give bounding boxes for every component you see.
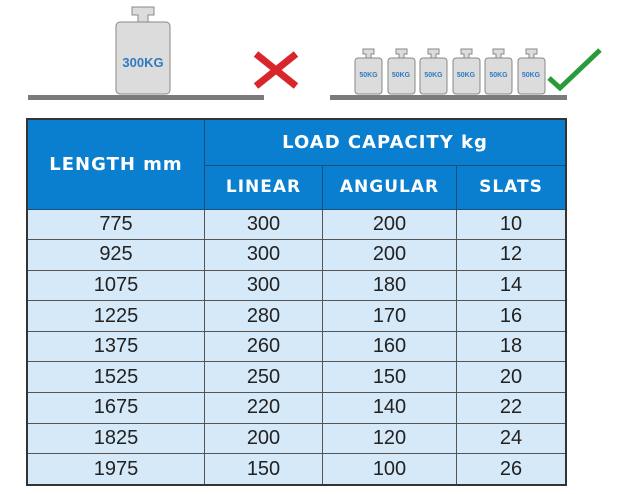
angular-cell: 120 bbox=[322, 422, 457, 455]
table-row: 775 300 200 10 bbox=[26, 208, 567, 241]
load-capacity-header: LOAD CAPACITY kg bbox=[204, 118, 567, 166]
load-capacity-table: LENGTH mm LOAD CAPACITY kg LINEAR ANGULA… bbox=[26, 118, 567, 486]
table-row: 1975 150 100 26 bbox=[26, 453, 567, 486]
weight-icon bbox=[517, 48, 545, 95]
weight-50kg: 50KG bbox=[452, 48, 481, 95]
length-cell: 1975 bbox=[26, 453, 205, 486]
slats-cell: 20 bbox=[456, 361, 567, 394]
angular-cell: 150 bbox=[322, 361, 457, 394]
slats-header: SLATS bbox=[456, 164, 567, 210]
table-row: 1525 250 150 20 bbox=[26, 361, 567, 394]
weight-label: 50KG bbox=[424, 72, 443, 79]
angular-cell: 100 bbox=[322, 453, 457, 486]
length-header: LENGTH mm bbox=[26, 118, 205, 210]
linear-cell: 280 bbox=[204, 300, 323, 332]
linear-header: LINEAR bbox=[204, 164, 323, 210]
slats-cell: 26 bbox=[456, 453, 567, 486]
weight-50kg: 50KG bbox=[354, 48, 383, 95]
weight-label: 50KG bbox=[456, 72, 476, 79]
slats-cell: 14 bbox=[456, 269, 567, 302]
weight-icon bbox=[419, 48, 448, 95]
weight-icon bbox=[452, 48, 480, 95]
length-cell: 1675 bbox=[26, 392, 205, 424]
linear-cell: 220 bbox=[204, 392, 323, 424]
length-cell: 1825 bbox=[26, 422, 205, 455]
angular-cell: 200 bbox=[322, 239, 457, 271]
weight-50kg: 50KG bbox=[387, 48, 416, 95]
shelf-line bbox=[28, 95, 264, 100]
slats-cell: 10 bbox=[456, 208, 567, 241]
weight-50kg: 50KG bbox=[419, 48, 448, 95]
cross-icon bbox=[253, 51, 299, 89]
length-cell: 1075 bbox=[26, 269, 205, 302]
linear-cell: 200 bbox=[204, 422, 323, 455]
slats-cell: 24 bbox=[456, 422, 567, 455]
angular-cell: 160 bbox=[322, 330, 457, 363]
length-cell: 1225 bbox=[26, 300, 205, 332]
shelf-line bbox=[330, 95, 567, 100]
angular-cell: 140 bbox=[322, 392, 457, 424]
weight-icon bbox=[387, 48, 415, 95]
table-row: 1225 280 170 16 bbox=[26, 300, 567, 332]
weight-label: 50KG bbox=[391, 72, 411, 79]
weight-icon bbox=[354, 48, 383, 95]
weight-label: 50KG bbox=[359, 72, 378, 79]
linear-cell: 260 bbox=[204, 330, 323, 363]
weight-label: 50KG bbox=[521, 72, 541, 79]
weight-icon bbox=[484, 48, 513, 95]
linear-cell: 250 bbox=[204, 361, 323, 394]
slats-cell: 12 bbox=[456, 239, 567, 271]
length-cell: 1375 bbox=[26, 330, 205, 363]
angular-header: ANGULAR bbox=[322, 164, 457, 210]
angular-cell: 170 bbox=[322, 300, 457, 332]
linear-cell: 300 bbox=[204, 239, 323, 271]
linear-cell: 300 bbox=[204, 269, 323, 302]
weight-icon bbox=[115, 6, 171, 95]
linear-cell: 150 bbox=[204, 453, 323, 486]
weight-label: 50KG bbox=[489, 72, 508, 79]
length-cell: 775 bbox=[26, 208, 205, 241]
angular-cell: 200 bbox=[322, 208, 457, 241]
linear-cell: 300 bbox=[204, 208, 323, 241]
slats-cell: 22 bbox=[456, 392, 567, 424]
check-icon bbox=[547, 48, 602, 92]
weight-label: 300KG bbox=[122, 55, 164, 70]
weight-50kg: 50KG bbox=[517, 48, 546, 95]
angular-cell: 180 bbox=[322, 269, 457, 302]
weight-300kg: 300KG bbox=[115, 5, 171, 95]
table-row: 1825 200 120 24 bbox=[26, 422, 567, 455]
weight-50kg: 50KG bbox=[484, 48, 513, 95]
table-row: 1075 300 180 14 bbox=[26, 269, 567, 302]
slats-cell: 18 bbox=[456, 330, 567, 363]
table-row: 925 300 200 12 bbox=[26, 239, 567, 271]
table-row: 1675 220 140 22 bbox=[26, 392, 567, 424]
table-row: 1375 260 160 18 bbox=[26, 330, 567, 363]
slats-cell: 16 bbox=[456, 300, 567, 332]
length-cell: 925 bbox=[26, 239, 205, 271]
length-cell: 1525 bbox=[26, 361, 205, 394]
